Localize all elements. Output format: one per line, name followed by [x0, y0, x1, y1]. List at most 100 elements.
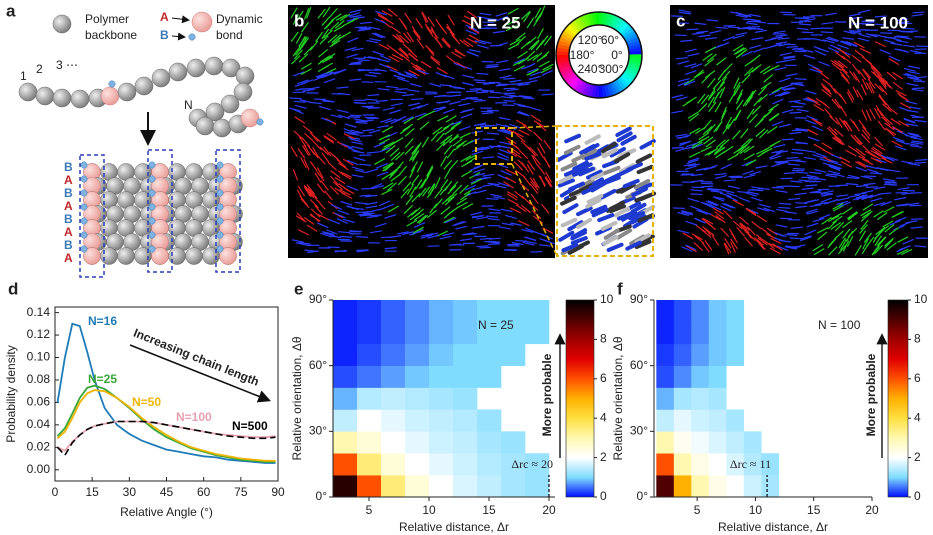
heatmap-cell [453, 365, 478, 388]
chain-segment [404, 145, 414, 155]
chain-segment [912, 87, 925, 90]
chain-segment [321, 16, 331, 26]
chain-segment [381, 172, 393, 181]
annotation: Δrc ≈ 20 [511, 457, 553, 471]
chain-segment [408, 230, 421, 236]
chain-segment [543, 35, 552, 46]
chain-segment [329, 21, 340, 31]
heatmap-cell [501, 453, 526, 476]
chain-segment [757, 207, 770, 212]
chain-segment [293, 49, 303, 60]
b-site [80, 203, 88, 211]
chain-segment [766, 126, 778, 134]
chain-segment [386, 131, 398, 138]
stack-label: A [64, 251, 73, 265]
chain-segment [384, 214, 397, 219]
chain-segment [787, 185, 800, 188]
chain-segment [825, 12, 838, 16]
chain-segment [819, 158, 832, 163]
chain-segment [722, 145, 734, 154]
chain-segment [756, 214, 768, 223]
chain-segment [300, 198, 310, 209]
heatmap-cell [691, 453, 710, 476]
chain-segment [456, 197, 468, 206]
chain-segment [875, 105, 883, 117]
chain-segment [691, 233, 703, 241]
x-tick-label: 10 [749, 503, 763, 517]
chain-segment [530, 114, 542, 123]
inset-segment [558, 173, 576, 184]
chain-segment [401, 93, 415, 97]
chain-segment [678, 9, 691, 13]
wheel-segment [563, 27, 577, 39]
y-tick-label: 0.04 [27, 417, 51, 431]
chain-segment [868, 193, 881, 199]
chain-segment [487, 217, 500, 221]
chain-segment [533, 215, 544, 224]
chain-segment [805, 208, 818, 214]
chain-segment [700, 94, 710, 105]
chain-segment [813, 45, 826, 52]
chain-segment [304, 132, 314, 142]
chain-segment [476, 148, 489, 151]
chain-segment [888, 227, 899, 236]
heatmap-cell [453, 300, 478, 323]
inset-segment [557, 178, 575, 188]
heatmap-cell [656, 387, 675, 410]
chain-segment [881, 157, 893, 164]
chain-segment [878, 35, 891, 39]
chain-segment [704, 58, 715, 67]
chain-segment [805, 119, 817, 125]
chain-segment [764, 240, 775, 250]
chain-segment [884, 122, 895, 131]
chain-segment [290, 7, 298, 19]
bead [212, 118, 232, 138]
chain-segment [828, 83, 837, 94]
chain-segment [390, 166, 400, 177]
chain-segment [416, 38, 425, 49]
chain-segment [382, 161, 394, 169]
inset-segment [558, 230, 575, 242]
chain-segment [499, 127, 512, 134]
chain-segment [374, 32, 386, 39]
chain-segment [687, 111, 699, 119]
chain-segment [544, 176, 552, 188]
chain-segment [393, 48, 404, 58]
inset-segment [603, 165, 621, 175]
n-label: N = 100 [848, 13, 908, 32]
chain-segment [323, 134, 335, 143]
heatmap-cell [673, 431, 692, 454]
wheel-segment [584, 83, 592, 97]
chain-segment [303, 144, 311, 156]
inset-segment [601, 147, 619, 159]
chain-segment [513, 161, 523, 171]
chain-segment [532, 52, 543, 61]
wheel-segment [617, 21, 630, 34]
chain-segment [744, 66, 754, 77]
chain-segment [426, 187, 435, 199]
chain-segment [736, 89, 744, 101]
chain-segment [486, 197, 499, 200]
bead [35, 86, 55, 106]
inset-segment [560, 161, 578, 172]
chain-segment [443, 144, 453, 155]
chain-segment [323, 136, 335, 144]
chain-segment [685, 245, 697, 253]
chain-segment [309, 190, 318, 201]
chain-segment [806, 115, 818, 121]
chain-segment [494, 184, 507, 189]
stack-label: B [64, 160, 73, 174]
chain-segment [442, 108, 455, 114]
chain-segment [460, 155, 472, 163]
chain-segment [482, 21, 495, 24]
heatmap-cell [501, 321, 526, 345]
chain-segment [854, 49, 865, 58]
chain-segment [875, 226, 886, 236]
chain-segment [343, 131, 356, 135]
x-tick-label: 20 [865, 503, 879, 517]
chain-segment [295, 32, 303, 44]
chain-segment [294, 104, 307, 110]
chain-segment [538, 244, 551, 247]
chain-segment [860, 84, 867, 96]
colorbar-tick-label: 0 [600, 489, 607, 503]
